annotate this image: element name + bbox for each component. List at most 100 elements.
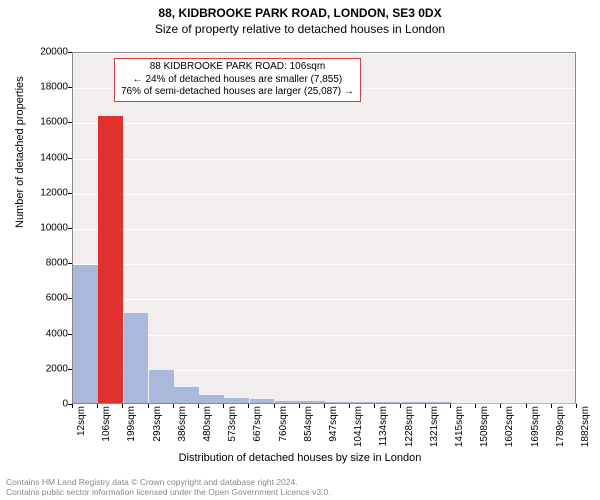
annotation-line-1: 88 KIDBROOKE PARK ROAD: 106sqm: [121, 61, 354, 74]
xtick-label: 1321sqm: [429, 406, 440, 456]
chart-title-sub: Size of property relative to detached ho…: [0, 20, 600, 36]
gridline: [73, 229, 575, 230]
y-axis-label: Number of detached properties: [14, 76, 26, 228]
bar: [401, 402, 426, 403]
xtick-mark: [72, 404, 73, 408]
xtick-mark: [500, 404, 501, 408]
xtick-mark: [97, 404, 98, 408]
ytick-mark: [68, 228, 72, 229]
ytick-mark: [68, 87, 72, 88]
ytick-label: 16000: [28, 117, 68, 128]
footer-line-2: Contains public sector information licen…: [6, 488, 594, 498]
bar: [451, 403, 476, 404]
xtick-label: 1882sqm: [580, 406, 591, 456]
bar: [250, 399, 275, 403]
xtick-label: 1228sqm: [404, 406, 415, 456]
xtick-label: 293sqm: [152, 406, 163, 456]
bar: [174, 387, 199, 403]
xtick-mark: [299, 404, 300, 408]
annotation-line-3: 76% of semi-detached houses are larger (…: [121, 86, 354, 99]
bar: [376, 402, 401, 403]
annotation-box: 88 KIDBROOKE PARK ROAD: 106sqm ← 24% of …: [114, 58, 361, 102]
ytick-label: 18000: [28, 82, 68, 93]
ytick-mark: [68, 193, 72, 194]
xtick-mark: [425, 404, 426, 408]
xtick-label: 12sqm: [76, 406, 87, 456]
bar: [149, 370, 174, 403]
gridline: [73, 53, 575, 54]
bar: [124, 313, 149, 403]
ytick-mark: [68, 52, 72, 53]
xtick-mark: [526, 404, 527, 408]
xtick-mark: [173, 404, 174, 408]
annotation-line-2: ← 24% of detached houses are smaller (7,…: [121, 74, 354, 87]
bar: [73, 265, 98, 403]
xtick-label: 1508sqm: [479, 406, 490, 456]
chart-container: 88, KIDBROOKE PARK ROAD, LONDON, SE3 0DX…: [0, 0, 600, 500]
ytick-label: 12000: [28, 187, 68, 198]
gridline: [73, 194, 575, 195]
gridline: [73, 159, 575, 160]
xtick-label: 1602sqm: [504, 406, 515, 456]
bar: [300, 401, 325, 403]
xtick-label: 1134sqm: [378, 406, 389, 456]
ytick-mark: [68, 334, 72, 335]
xtick-mark: [551, 404, 552, 408]
ytick-mark: [68, 369, 72, 370]
bar-highlight: [98, 116, 123, 403]
xtick-label: 1041sqm: [353, 406, 364, 456]
plot-area: [72, 52, 576, 404]
footer-attribution: Contains HM Land Registry data © Crown c…: [6, 478, 594, 498]
xtick-mark: [324, 404, 325, 408]
ytick-mark: [68, 122, 72, 123]
gridline: [73, 299, 575, 300]
xtick-mark: [223, 404, 224, 408]
xtick-mark: [148, 404, 149, 408]
ytick-mark: [68, 158, 72, 159]
bar: [224, 398, 249, 403]
xtick-label: 480sqm: [202, 406, 213, 456]
ytick-label: 8000: [28, 258, 68, 269]
ytick-label: 10000: [28, 223, 68, 234]
chart-title-main: 88, KIDBROOKE PARK ROAD, LONDON, SE3 0DX: [0, 0, 600, 20]
xtick-label: 1789sqm: [555, 406, 566, 456]
ytick-label: 2000: [28, 363, 68, 374]
xtick-mark: [576, 404, 577, 408]
xtick-mark: [450, 404, 451, 408]
xtick-label: 1415sqm: [454, 406, 465, 456]
bar: [275, 401, 300, 403]
gridline: [73, 264, 575, 265]
xtick-label: 667sqm: [252, 406, 263, 456]
bar: [502, 403, 527, 404]
xtick-mark: [198, 404, 199, 408]
bar: [426, 402, 451, 403]
bar: [325, 402, 350, 403]
ytick-label: 0: [28, 399, 68, 410]
xtick-mark: [274, 404, 275, 408]
ytick-label: 20000: [28, 47, 68, 58]
ytick-label: 6000: [28, 293, 68, 304]
xtick-label: 386sqm: [177, 406, 188, 456]
bar: [552, 403, 577, 404]
xtick-mark: [374, 404, 375, 408]
xtick-mark: [475, 404, 476, 408]
xtick-label: 199sqm: [126, 406, 137, 456]
xtick-mark: [248, 404, 249, 408]
ytick-label: 14000: [28, 152, 68, 163]
ytick-mark: [68, 298, 72, 299]
xtick-mark: [349, 404, 350, 408]
xtick-label: 760sqm: [278, 406, 289, 456]
bar: [527, 403, 552, 404]
xtick-label: 854sqm: [303, 406, 314, 456]
ytick-label: 4000: [28, 328, 68, 339]
xtick-mark: [400, 404, 401, 408]
bar: [350, 402, 375, 403]
xtick-label: 573sqm: [227, 406, 238, 456]
bar: [476, 403, 501, 404]
gridline: [73, 123, 575, 124]
xtick-label: 106sqm: [101, 406, 112, 456]
xtick-label: 1695sqm: [530, 406, 541, 456]
ytick-mark: [68, 263, 72, 264]
xtick-mark: [122, 404, 123, 408]
xtick-label: 947sqm: [328, 406, 339, 456]
